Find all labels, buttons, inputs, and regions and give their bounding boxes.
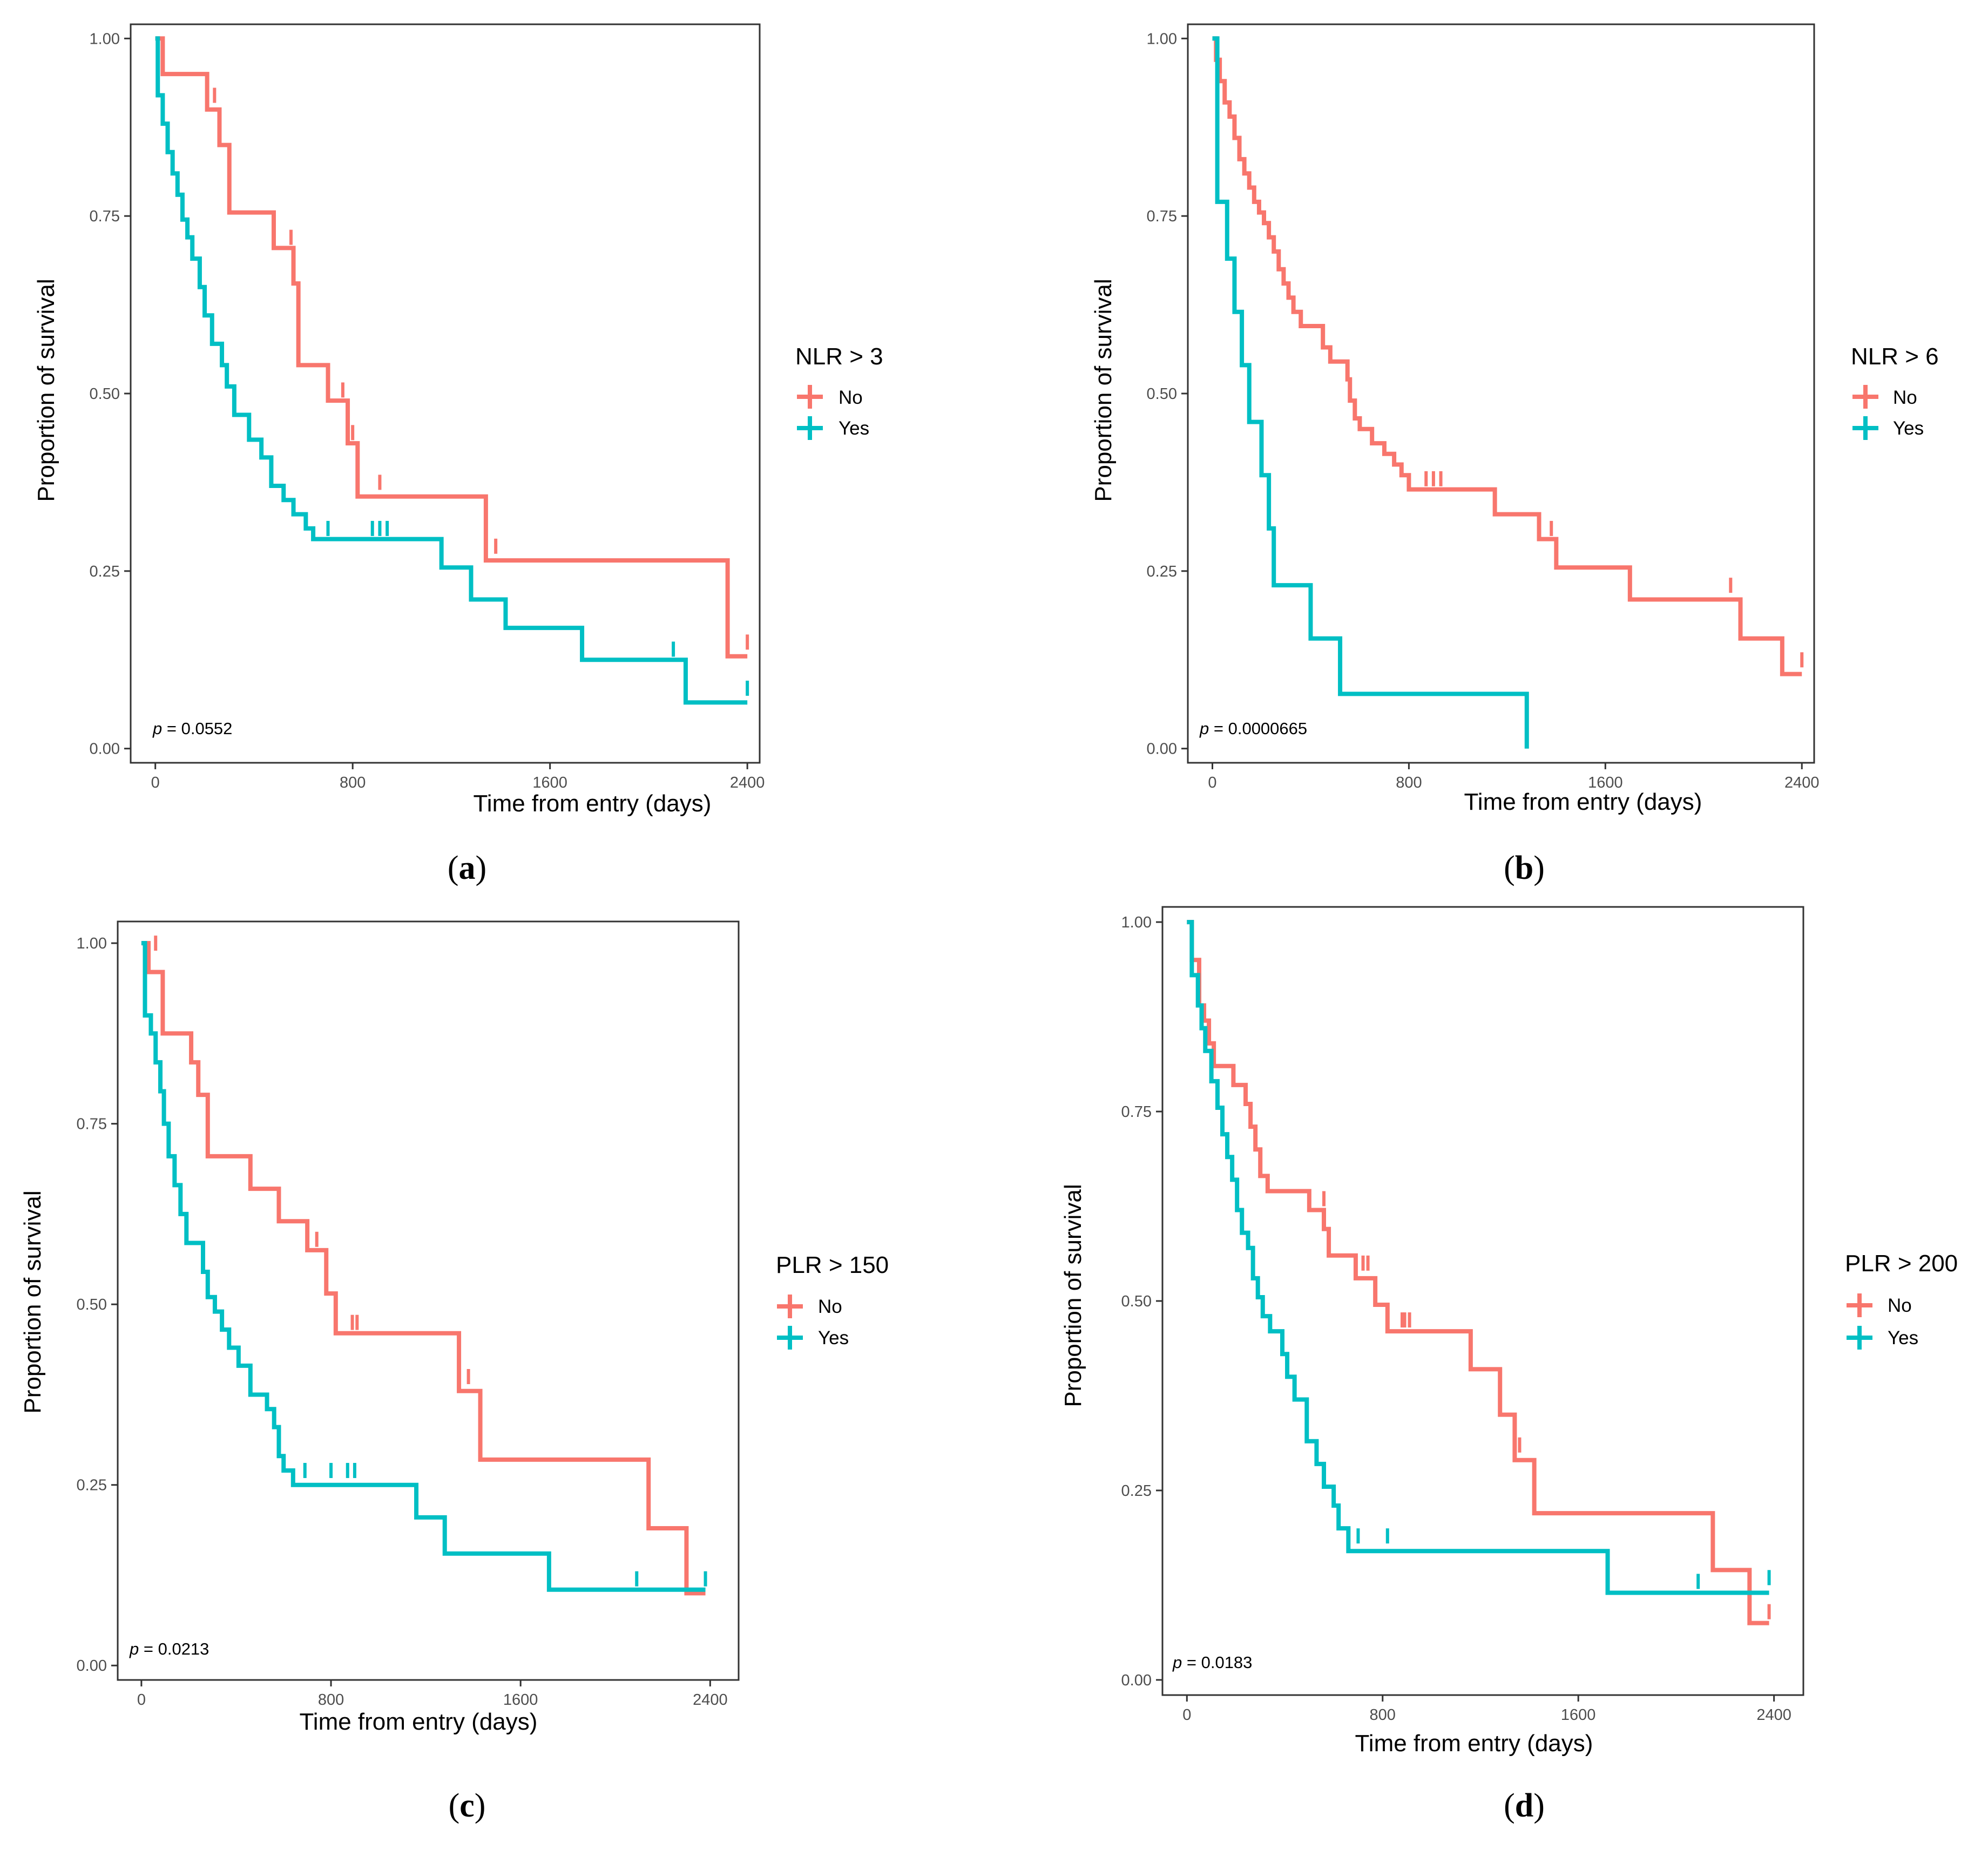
x-tick-label: 800: [1396, 774, 1422, 791]
panel-label: (c): [449, 1787, 486, 1824]
x-tick-label: 1600: [532, 774, 567, 791]
y-tick-label: 0.50: [1147, 385, 1177, 403]
y-axis-label: Proportion of survival: [1090, 279, 1117, 502]
y-tick-label: 0.25: [77, 1477, 107, 1494]
legend-key-yes: [777, 1326, 803, 1350]
series-line-yes: [1187, 920, 1769, 1595]
y-tick-label: 1.00: [1121, 914, 1152, 931]
legend-key-yes: [1852, 416, 1878, 440]
y-tick-label: 0.50: [90, 385, 120, 403]
x-tick-label: 2400: [693, 1691, 728, 1709]
p-value: p = 0.0552: [152, 719, 232, 738]
x-tick-label: 2400: [730, 774, 765, 791]
y-tick-label: 0.25: [1147, 563, 1177, 580]
legend-key-no: [797, 385, 823, 409]
legend-label-no: No: [818, 1296, 842, 1317]
y-tick-label: 0.25: [1121, 1482, 1152, 1500]
legend-key-no: [1847, 1293, 1872, 1317]
y-axis-label: Proportion of survival: [19, 1190, 46, 1413]
series-line-yes: [155, 36, 748, 705]
x-axis-label: Time from entry (days): [1464, 789, 1702, 815]
y-tick-label: 0.00: [90, 741, 120, 758]
y-tick-label: 0.50: [1121, 1293, 1152, 1310]
x-axis-label: Time from entry (days): [1355, 1730, 1593, 1757]
x-tick-label: 2400: [1756, 1706, 1791, 1724]
legend-label-no: No: [1893, 387, 1917, 408]
panel-c: Time from entry (days) Proportion of sur…: [19, 1190, 889, 1824]
x-tick-label: 0: [1208, 774, 1216, 791]
legend-key-no: [777, 1295, 803, 1318]
series-line-no: [141, 941, 706, 1596]
legend-title: PLR > 150: [776, 1252, 889, 1278]
panel-a: Time from entry (days) Proportion of sur…: [33, 279, 883, 886]
x-tick-label: 1600: [1561, 1706, 1596, 1724]
x-tick-label: 800: [1370, 1706, 1396, 1724]
y-axis-label: Proportion of survival: [33, 279, 59, 502]
y-tick-label: 0.00: [77, 1657, 107, 1675]
y-tick-label: 0.00: [1147, 741, 1177, 758]
series-line-no: [1212, 36, 1802, 676]
legend-key-yes: [1847, 1326, 1872, 1350]
x-tick-label: 0: [137, 1691, 146, 1709]
y-tick-label: 0.75: [1121, 1103, 1152, 1121]
y-tick-label: 0.25: [90, 563, 120, 580]
legend-key-yes: [797, 416, 823, 440]
p-value: p = 0.0183: [1172, 1653, 1252, 1672]
x-tick-label: 0: [151, 774, 160, 791]
series-line-no: [1187, 920, 1769, 1625]
panel-d: Time from entry (days) Proportion of sur…: [1060, 1184, 1958, 1824]
legend-label-yes: Yes: [818, 1327, 849, 1348]
x-tick-label: 1600: [1588, 774, 1623, 791]
panel-label: (a): [448, 850, 486, 886]
y-tick-label: 1.00: [77, 935, 107, 952]
series-line-yes: [141, 941, 706, 1592]
x-tick-label: 800: [318, 1691, 344, 1709]
x-tick-label: 2400: [1784, 774, 1820, 791]
legend-title: PLR > 200: [1845, 1250, 1958, 1277]
y-tick-label: 0.50: [77, 1296, 107, 1313]
y-tick-label: 0.00: [1121, 1672, 1152, 1689]
x-tick-label: 1600: [503, 1691, 538, 1709]
y-tick-label: 1.00: [1147, 30, 1177, 48]
panel-label: (d): [1504, 1787, 1545, 1824]
y-tick-label: 1.00: [90, 30, 120, 48]
legend-label-yes: Yes: [1888, 1327, 1918, 1348]
series-line-no: [155, 36, 748, 659]
y-tick-label: 0.75: [77, 1116, 107, 1133]
legend-label-yes: Yes: [1893, 418, 1924, 439]
legend-label-no: No: [1888, 1295, 1912, 1316]
legend-title: NLR > 6: [1851, 343, 1939, 370]
x-axis-label: Time from entry (days): [300, 1709, 538, 1735]
panel-label: (b): [1504, 850, 1545, 886]
p-value: p = 0.0000665: [1199, 719, 1307, 738]
legend-key-no: [1852, 385, 1878, 409]
plot-a: 0 800 1600 2400 0.00 0.25 0.50 0.75 1.00: [90, 23, 823, 791]
legend-label-no: No: [839, 387, 863, 408]
y-axis-label: Proportion of survival: [1060, 1184, 1086, 1407]
x-tick-label: 0: [1182, 1706, 1191, 1724]
x-axis-label: Time from entry (days): [474, 790, 712, 817]
legend-title: NLR > 3: [795, 343, 883, 370]
p-value: p = 0.0213: [129, 1639, 209, 1658]
plot-b: 0 800 1600 2400 0.00 0.25 0.50 0.75 1.00: [1147, 23, 1878, 791]
series-line-yes: [1212, 36, 1529, 749]
plot-c: 0 800 1600 2400 0.00 0.25 0.50 0.75 1.00: [77, 920, 803, 1709]
plot-frame: [117, 920, 740, 1681]
plot-d: 0 800 1600 2400 0.00 0.25 0.50 0.75 1.00: [1121, 906, 1872, 1724]
panel-b: Time from entry (days) Proportion of sur…: [1090, 279, 1939, 886]
x-tick-label: 800: [340, 774, 366, 791]
legend-label-yes: Yes: [839, 418, 869, 439]
y-tick-label: 0.75: [1147, 208, 1177, 225]
y-tick-label: 0.75: [90, 208, 120, 225]
